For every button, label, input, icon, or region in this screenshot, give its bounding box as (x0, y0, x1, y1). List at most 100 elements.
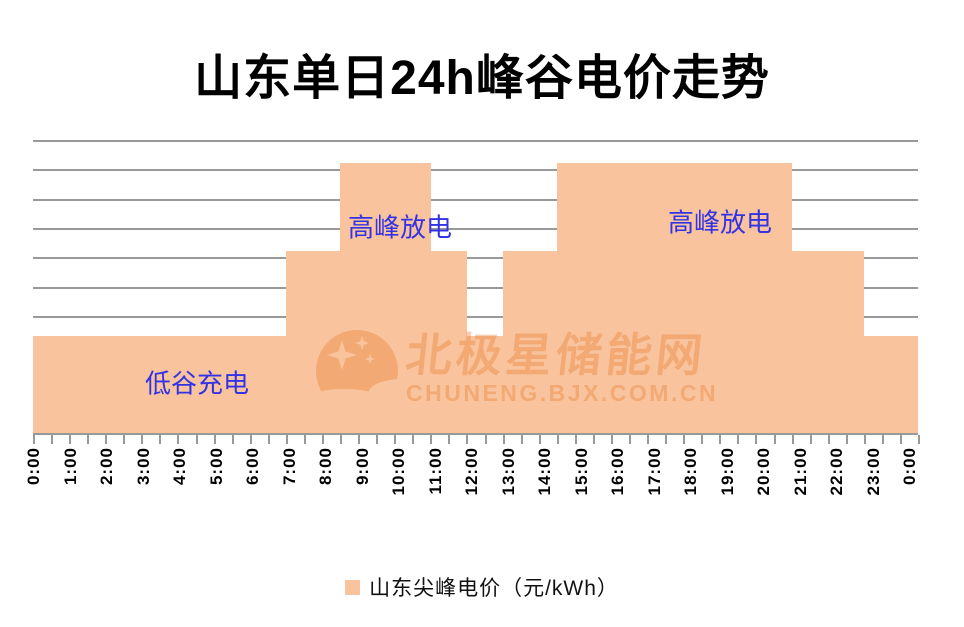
axis-tick (737, 435, 740, 444)
x-axis-label-19: 19:00 (717, 447, 737, 496)
x-axis-ticks (33, 435, 920, 445)
axis-tick (520, 435, 523, 444)
x-axis-label-12: 12:00 (462, 447, 481, 496)
x-axis-label-7: 7:00 (279, 447, 299, 486)
annotation-label-2: 高峰放电 (667, 207, 773, 238)
x-axis-label-1: 1:00 (60, 447, 80, 486)
bar-segment-700 (285, 251, 341, 433)
x-axis-label-18: 18:00 (681, 447, 700, 496)
plot-area (33, 140, 919, 435)
gridline (33, 315, 918, 318)
axis-tick (665, 435, 668, 444)
axis-tick (755, 435, 758, 444)
axis-tick (647, 435, 650, 444)
axis-tick (87, 435, 90, 444)
bar-segment-000 (33, 336, 287, 433)
gridline (33, 140, 918, 142)
x-axis-label-9: 9:00 (352, 447, 372, 486)
x-axis-label-17: 17:00 (644, 447, 664, 496)
axis-tick (141, 435, 144, 444)
axis-tick (918, 435, 920, 444)
axis-tick (881, 435, 884, 444)
x-axis-label-4: 4:00 (170, 447, 189, 486)
axis-tick (303, 435, 306, 444)
axis-tick (285, 435, 288, 444)
axis-tick (574, 435, 577, 444)
x-axis-label-10: 10:00 (389, 447, 408, 496)
x-axis-label-8: 8:00 (316, 447, 335, 486)
x-axis-label-15: 15:00 (571, 447, 591, 496)
bar-segment-830 (340, 163, 431, 433)
axis-tick (556, 435, 559, 444)
axis-tick (448, 435, 451, 444)
axis-tick (123, 435, 126, 444)
axis-tick (159, 435, 162, 444)
axis-tick (394, 435, 397, 444)
axis-tick (899, 435, 902, 444)
gridline (33, 198, 918, 201)
axis-tick (629, 435, 632, 444)
axis-tick (51, 435, 54, 444)
x-axis-label-5: 5:00 (206, 447, 226, 486)
gridline (33, 286, 918, 289)
x-axis-label-20: 20:00 (754, 447, 773, 496)
axis-tick (863, 435, 866, 444)
gridline (33, 227, 918, 230)
bar-segment-2100 (791, 251, 865, 433)
axis-tick (195, 435, 198, 444)
axis-tick (321, 435, 324, 444)
axis-tick (791, 435, 794, 444)
bar-segment-1200 (466, 336, 504, 433)
axis-tick (33, 435, 35, 444)
axis-tick (466, 435, 469, 444)
x-axis-label-13: 13:00 (498, 447, 518, 496)
axis-tick (177, 435, 180, 444)
x-axis-label-24: 0:00 (900, 447, 919, 486)
axis-tick (592, 435, 595, 444)
gridline (33, 257, 918, 260)
axis-tick (773, 435, 776, 444)
axis-tick (358, 435, 361, 444)
x-axis-label-0: 0:00 (24, 447, 43, 486)
axis-tick (809, 435, 812, 444)
axis-tick (105, 435, 108, 444)
chart-title: 山东单日24h峰谷电价走势 (194, 52, 770, 105)
bar-segment-1300 (502, 251, 558, 433)
x-axis-label-6: 6:00 (243, 447, 262, 486)
x-axis-label-2: 2:00 (97, 447, 116, 486)
x-axis-label-23: 23:00 (863, 447, 883, 496)
bar-segment-2300 (863, 336, 919, 433)
axis-tick (430, 435, 433, 444)
gridline (33, 169, 918, 172)
legend-swatch (345, 579, 361, 595)
axis-tick (249, 435, 252, 444)
axis-tick (701, 435, 704, 444)
axis-tick (376, 435, 379, 444)
axis-tick (502, 435, 505, 444)
axis-tick (610, 435, 613, 444)
axis-tick (69, 435, 72, 444)
x-axis-label-22: 22:00 (827, 447, 846, 496)
axis-tick (719, 435, 722, 444)
x-axis-label-14: 14:00 (535, 447, 554, 496)
x-axis-label-16: 16:00 (608, 447, 627, 496)
x-axis-label-21: 21:00 (790, 447, 810, 496)
bar-segment-1100 (430, 251, 467, 433)
legend-label: 山东尖峰电价（元/kWh） (369, 577, 619, 600)
axis-tick (827, 435, 830, 444)
axis-tick (267, 435, 270, 444)
axis-tick (340, 435, 343, 444)
axis-tick (484, 435, 487, 444)
axis-tick (538, 435, 541, 444)
axis-tick (683, 435, 686, 444)
annotation-label-0: 低谷充电 (144, 368, 250, 399)
bar-segment-1430 (556, 163, 793, 433)
annotation-label-1: 高峰放电 (347, 212, 453, 243)
axis-tick (231, 435, 234, 444)
legend: 山东尖峰电价（元/kWh） (0, 572, 964, 602)
axis-tick (213, 435, 216, 444)
axis-tick (845, 435, 848, 444)
x-axis-label-3: 3:00 (133, 447, 153, 486)
x-axis-label-11: 11:00 (425, 447, 445, 495)
